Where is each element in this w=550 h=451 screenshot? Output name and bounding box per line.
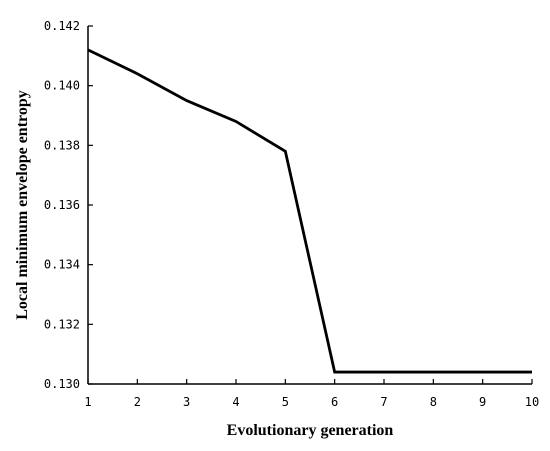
series-line — [87, 48, 532, 374]
x-tick-label: 2 — [134, 395, 141, 409]
x-tick-label: 3 — [183, 395, 190, 409]
y-tick-label: 0.130 — [44, 377, 80, 391]
y-tick-label: 0.132 — [44, 317, 80, 331]
y-tick-label: 0.138 — [44, 138, 80, 152]
x-tick-label: 7 — [380, 395, 387, 409]
y-tick-label: 0.134 — [44, 258, 80, 272]
y-ticks: 0.130 0.132 0.134 0.136 0.138 0.140 0.142 — [44, 19, 93, 391]
x-tick-label: 4 — [232, 395, 239, 409]
x-tick-label: 6 — [331, 395, 338, 409]
axes — [87, 26, 532, 385]
y-tick-label: 0.136 — [44, 198, 80, 212]
x-ticks: 1 2 3 4 5 6 7 8 9 10 — [84, 379, 539, 409]
series — [87, 48, 532, 374]
x-tick-label: 10 — [525, 395, 539, 409]
x-tick-label: 1 — [84, 395, 91, 409]
x-axis-title: Evolutionary generation — [227, 422, 394, 439]
y-tick-label: 0.140 — [44, 79, 80, 93]
x-tick-label: 5 — [282, 395, 289, 409]
y-axis-title: Local minimum envelope entropy — [14, 90, 31, 319]
x-tick-label: 8 — [430, 395, 437, 409]
y-tick-label: 0.142 — [44, 19, 80, 33]
x-tick-label: 9 — [479, 395, 486, 409]
